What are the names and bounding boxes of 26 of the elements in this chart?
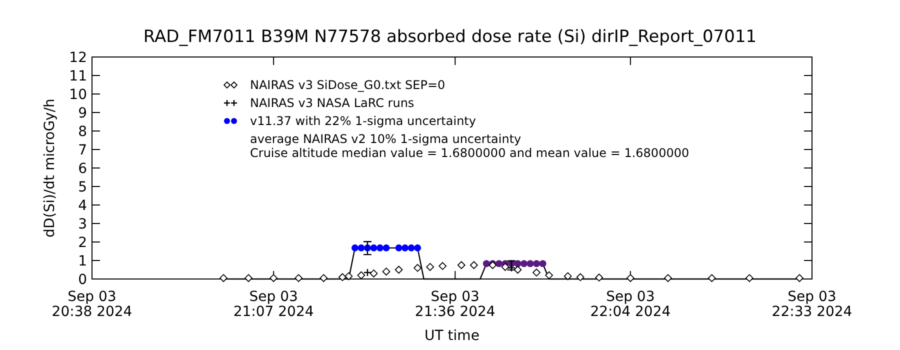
y-tick-label: 3 (78, 216, 87, 232)
y-tick-label: 0 (78, 272, 87, 288)
x-tick-label: Sep 03 21:36 2024 (414, 289, 496, 320)
chart-title: RAD_FM7011 B39M N77578 absorbed dose rate (Si) dirIP_Report_07011 (143, 27, 757, 47)
legend-label: v11.37 with 22% 1-sigma uncertainty (250, 114, 476, 128)
y-tick-label: 12 (69, 50, 87, 66)
y-axis-title: dD(Si)/dt microGy/h (42, 98, 58, 238)
y-tick-label: 10 (69, 86, 87, 103)
y-tick-label: 8 (78, 124, 87, 140)
x-tick-label: Sep 03 21:07 2024 (233, 289, 314, 320)
legend-label: NAIRAS v3 NASA LaRC runs (250, 96, 414, 110)
y-tick-label: 6 (78, 160, 88, 177)
x-tick-label: Sep 03 22:04 2024 (590, 289, 671, 320)
annotation: Cruise altitude median value = 1.6800000 and mean value = 1.6800000 (250, 146, 690, 160)
y-tick-label: 2 (78, 234, 87, 251)
y-tick-label: 1 (78, 253, 87, 270)
annotation: average NAIRAS v2 10% 1-sigma uncertainty (250, 132, 522, 146)
x-tick-label: Sep 03 20:38 2024 (52, 289, 132, 320)
y-tick-label: 5 (78, 179, 87, 196)
y-tick-label: 4 (78, 198, 88, 214)
x-tick-label: Sep 03 22:33 2024 (772, 289, 852, 320)
legend-label: NAIRAS v3 SiDose_G0.txt SEP=0 (250, 78, 446, 92)
y-tick-label: 9 (78, 105, 87, 122)
x-axis-title: UT time (424, 328, 480, 344)
y-tick-label: 11 (69, 68, 87, 84)
y-tick-label: 7 (78, 142, 87, 158)
